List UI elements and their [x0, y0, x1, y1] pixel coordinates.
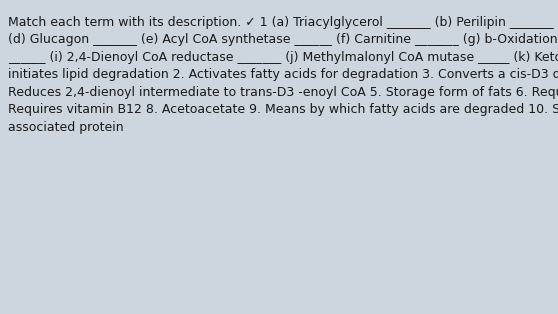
Text: Match each term with its description. ✓ 1 (a) Triacylglycerol _______ (b) Perili: Match each term with its description. ✓ …: [8, 16, 558, 134]
